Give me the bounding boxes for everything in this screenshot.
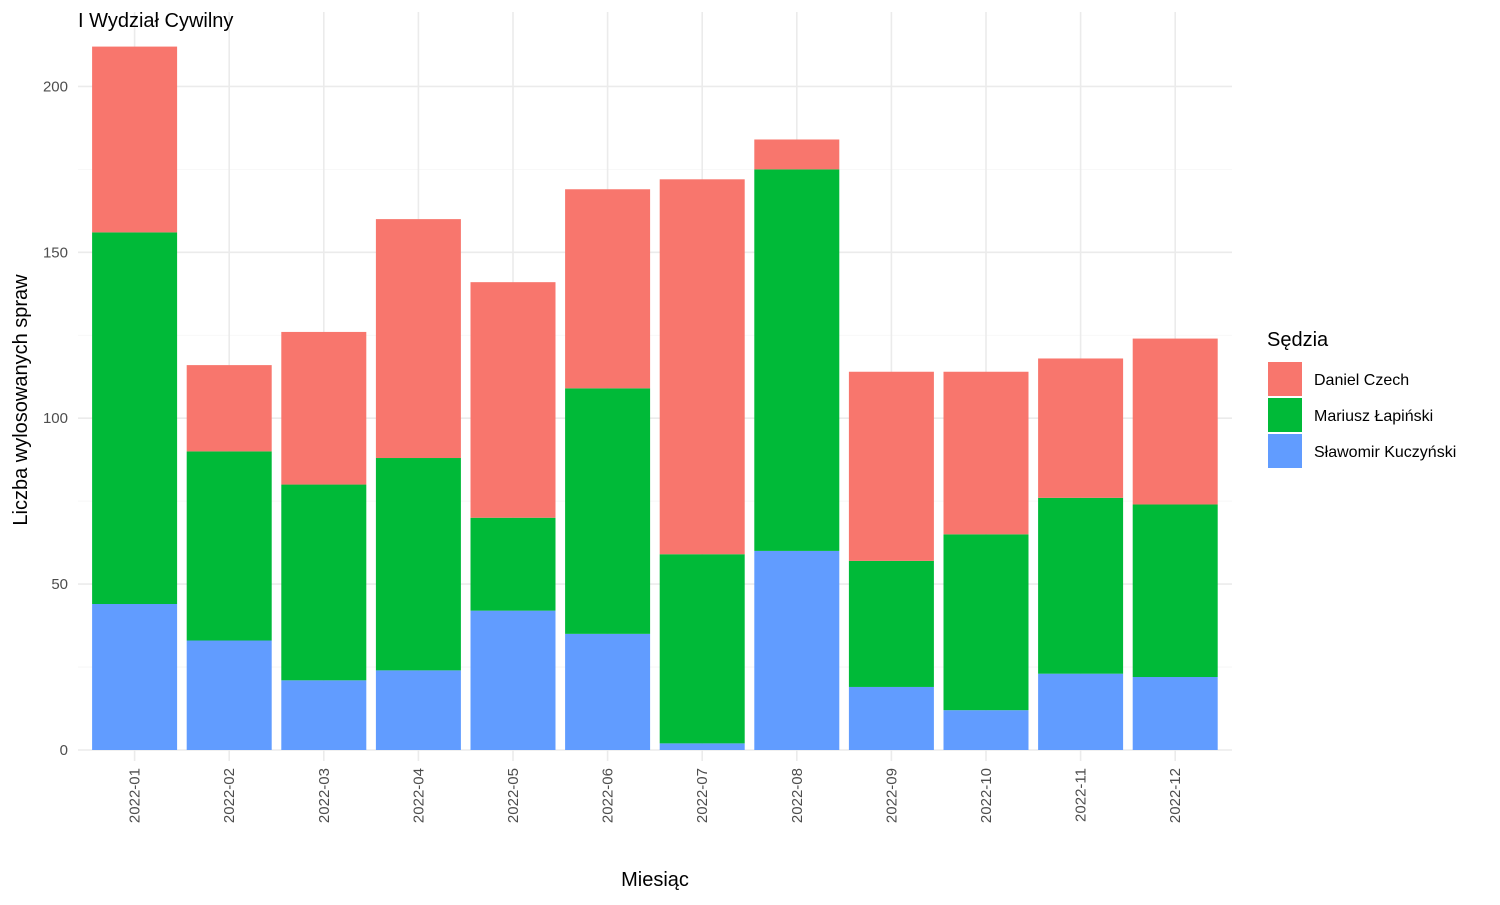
x-tick-label: 2022-12 — [1167, 768, 1184, 823]
bar-segment — [1038, 358, 1124, 498]
bars — [92, 46, 1218, 750]
x-tick-label: 2022-04 — [410, 768, 427, 823]
legend-label: Sławomir Kuczyński — [1314, 444, 1456, 461]
bar-segment — [92, 604, 178, 750]
legend-title: Sędzia — [1267, 329, 1329, 351]
legend-swatch — [1268, 362, 1302, 396]
x-tick-label: 2022-11 — [1073, 768, 1090, 822]
y-axis-title: Liczba wylosowanych spraw — [10, 274, 32, 526]
x-tick-label: 2022-05 — [505, 768, 522, 823]
legend-items: Daniel Czech Mariusz Łapiński Sławomir Kuc… — [1268, 362, 1456, 468]
y-tick-label: 100 — [43, 410, 68, 427]
bar-segment — [1132, 677, 1218, 750]
x-tick-label: 2022-01 — [127, 768, 144, 823]
bar-segment — [186, 640, 272, 750]
y-axis-ticks: 0 50 100 150 200 — [43, 78, 68, 759]
x-tick-label: 2022-02 — [221, 768, 238, 823]
bar-segment — [659, 554, 745, 744]
legend: Sędzia Daniel Czech Mariusz Łapiński Sławo… — [1267, 329, 1456, 468]
bar-segment — [565, 388, 651, 634]
bar-segment — [1038, 497, 1124, 674]
bar-segment — [943, 371, 1029, 535]
bar-segment — [281, 331, 367, 485]
chart-title: I Wydział Cywilny — [78, 10, 233, 32]
bar-segment — [565, 633, 651, 750]
x-axis-ticks: 2022-01 2022-02 2022-03 2022-04 2022-05 2022-… — [127, 768, 1185, 823]
bar-segment — [1132, 504, 1218, 678]
bar-segment — [754, 169, 840, 551]
bar-segment — [943, 534, 1029, 711]
bar-segment — [659, 743, 745, 750]
bar-segment — [375, 458, 461, 671]
bar-segment — [943, 710, 1029, 750]
y-tick-label: 50 — [51, 576, 68, 593]
x-axis-title: Miesiąc — [621, 869, 689, 891]
y-tick-label: 150 — [43, 244, 68, 261]
x-tick-label: 2022-10 — [978, 768, 995, 823]
bar-segment — [1038, 673, 1124, 750]
x-tick-label: 2022-09 — [883, 768, 900, 823]
legend-swatch — [1268, 398, 1302, 432]
bar-segment — [375, 219, 461, 459]
bar-segment — [92, 46, 178, 233]
bar-segment — [470, 610, 556, 750]
bar-segment — [281, 680, 367, 750]
bar-segment — [848, 560, 934, 687]
y-tick-label: 200 — [43, 78, 68, 95]
x-tick-label: 2022-07 — [694, 768, 711, 823]
bar-segment — [1132, 338, 1218, 505]
bar-segment — [754, 139, 840, 170]
legend-label: Mariusz Łapiński — [1314, 408, 1433, 425]
bar-segment — [470, 517, 556, 611]
bar-segment — [375, 670, 461, 750]
x-tick-label: 2022-08 — [789, 768, 806, 823]
bar-segment — [186, 365, 272, 452]
bar-segment — [186, 451, 272, 641]
bar-segment — [565, 189, 651, 389]
bar-segment — [281, 484, 367, 681]
bar-segment — [92, 232, 178, 605]
bar-segment — [659, 179, 745, 555]
bar-segment — [754, 550, 840, 750]
y-tick-label: 0 — [60, 742, 68, 759]
x-tick-label: 2022-06 — [600, 768, 617, 823]
bar-segment — [848, 371, 934, 561]
legend-label: Daniel Czech — [1314, 372, 1409, 389]
bar-segment — [470, 282, 556, 518]
bar-segment — [848, 686, 934, 750]
x-tick-label: 2022-03 — [316, 768, 333, 823]
legend-swatch — [1268, 434, 1302, 468]
